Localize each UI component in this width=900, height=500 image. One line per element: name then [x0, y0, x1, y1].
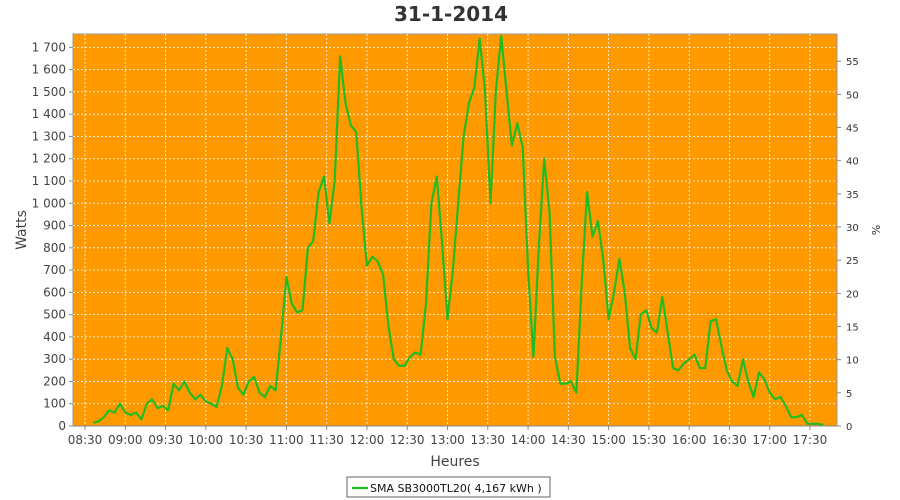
y2-tick-label: 40 [846, 157, 859, 168]
y2-tick-label: 25 [846, 256, 859, 267]
x-tick-label: 12:00 [350, 433, 385, 447]
x-tick-label: 15:00 [591, 433, 626, 447]
y-tick-label: 800 [43, 241, 66, 255]
x-tick-label: 10:00 [189, 433, 224, 447]
y2-tick-label: 20 [846, 289, 859, 300]
x-tick-label: 14:30 [551, 433, 586, 447]
x-tick-label: 13:30 [470, 433, 505, 447]
grid-lines [73, 34, 837, 426]
y-tick-label: 1 000 [32, 196, 66, 210]
y2-axis-ticks: 0 5 10 15 20 25 30 35 40 45 50 55 [837, 57, 859, 433]
y2-tick-label: 45 [846, 124, 859, 135]
x-tick-label: 17:30 [793, 433, 828, 447]
legend-box [346, 476, 551, 498]
y2-tick-label: 35 [846, 190, 859, 201]
y-tick-label: 1 600 [32, 63, 66, 77]
x-tick-label: 10:30 [229, 433, 264, 447]
y-tick-label: 1 200 [32, 152, 66, 166]
y-tick-label: 1 100 [32, 174, 66, 188]
y2-tick-label: 10 [846, 356, 859, 367]
x-tick-label: 11:00 [269, 433, 304, 447]
x-axis-label: Heures [430, 454, 479, 470]
y2-tick-label: 0 [846, 422, 852, 433]
x-tick-label: 13:00 [430, 433, 465, 447]
x-tick-label: 12:30 [390, 433, 425, 447]
x-tick-label: 16:30 [712, 433, 747, 447]
y2-tick-label: 30 [846, 223, 859, 234]
y-tick-label: 700 [43, 263, 66, 277]
y2-tick-label: 50 [846, 90, 859, 101]
x-tick-label: 16:00 [672, 433, 707, 447]
y-axis-ticks: 0 100 200 300 400 500 600 700 800 900 1 000 1 100 1 … [32, 40, 73, 433]
x-tick-label: 09:00 [108, 433, 143, 447]
x-tick-label: 14:00 [511, 433, 546, 447]
y2-axis-label: % [869, 225, 882, 235]
y-tick-label: 300 [43, 352, 66, 366]
y-tick-label: 1 400 [32, 107, 66, 121]
x-tick-label: 15:30 [632, 433, 667, 447]
y-tick-label: 1 700 [32, 40, 66, 54]
y-tick-label: 200 [43, 374, 66, 388]
x-tick-label: 08:30 [68, 433, 103, 447]
series-line [92, 35, 824, 426]
y-tick-label: 1 500 [32, 85, 66, 99]
y-tick-label: 600 [43, 285, 66, 299]
y-tick-label: 900 [43, 219, 66, 233]
x-tick-label: 11:30 [309, 433, 344, 447]
y-axis-label: Watts [14, 210, 30, 250]
x-tick-label: 17:00 [752, 433, 787, 447]
y-tick-label: 0 [58, 419, 66, 433]
y2-tick-label: 15 [846, 323, 859, 334]
legend-entry: SMA SB3000TL20( 4,167 kWh ) [370, 482, 542, 495]
x-axis-ticks: 08:30 09:00 09:30 10:00 10:30 11:00 11:30 12:00… [68, 426, 828, 447]
y2-tick-label: 5 [846, 389, 852, 400]
x-tick-label: 09:30 [148, 433, 183, 447]
y2-tick-label: 55 [846, 57, 859, 68]
chart-title: 31-1-2014 [394, 2, 508, 26]
legend: SMA SB3000TL20( 4,167 kWh ) [346, 476, 551, 498]
y-tick-label: 100 [43, 397, 66, 411]
y-tick-label: 1 300 [32, 129, 66, 143]
y-tick-label: 500 [43, 308, 66, 322]
y-tick-label: 400 [43, 330, 66, 344]
